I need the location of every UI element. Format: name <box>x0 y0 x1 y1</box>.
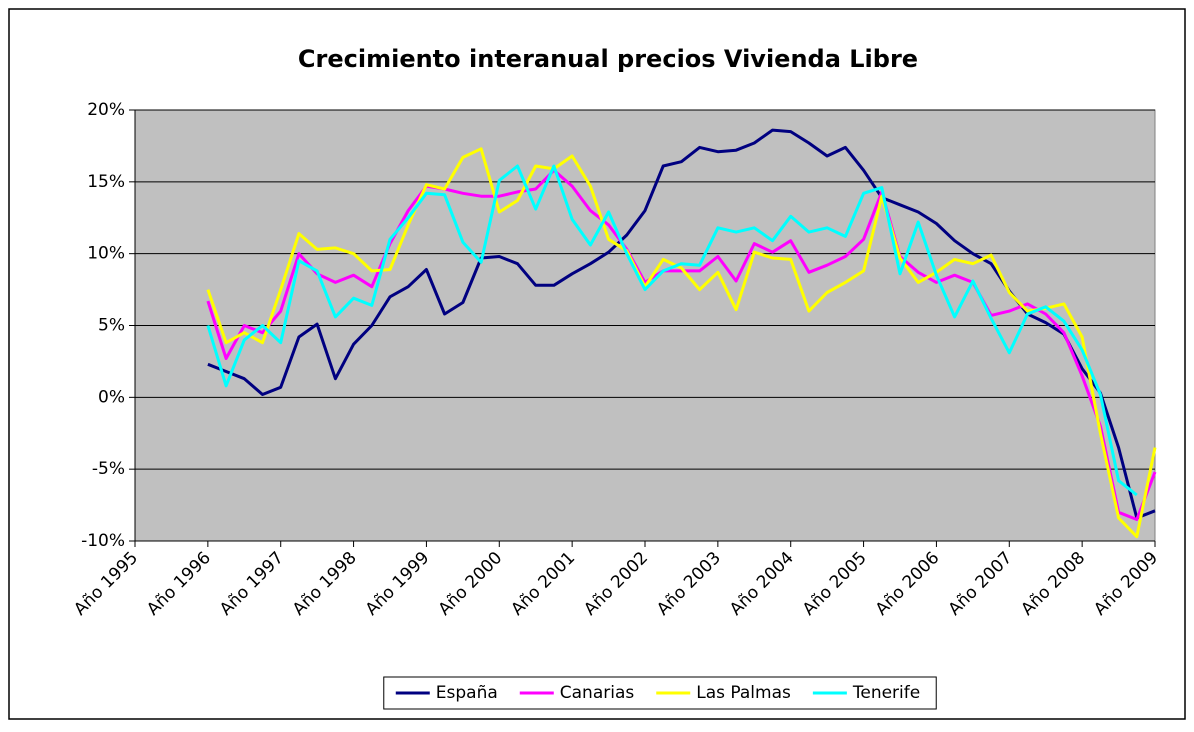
y-tick-label: 5% <box>98 316 125 336</box>
y-tick-label: 10% <box>87 244 125 264</box>
series-line <box>206 147 1157 539</box>
y-tick-label: -10% <box>81 531 125 551</box>
y-tick-label: 20% <box>87 100 125 120</box>
y-tick-label: 0% <box>98 387 125 407</box>
y-tick-label: -5% <box>92 459 125 479</box>
chart-title: Crecimiento interanual precios Vivienda … <box>298 45 918 73</box>
legend: España Canarias Las Palmas Tenerife <box>383 676 937 710</box>
series-line <box>206 164 1138 497</box>
series-line <box>206 168 1157 521</box>
legend-label: España <box>436 683 498 703</box>
y-tick-label: 15% <box>87 172 125 192</box>
series-line <box>207 128 1156 520</box>
legend-label: Las Palmas <box>696 683 791 703</box>
legend-label: Tenerife <box>852 683 920 703</box>
legend-label: Canarias <box>560 683 635 703</box>
